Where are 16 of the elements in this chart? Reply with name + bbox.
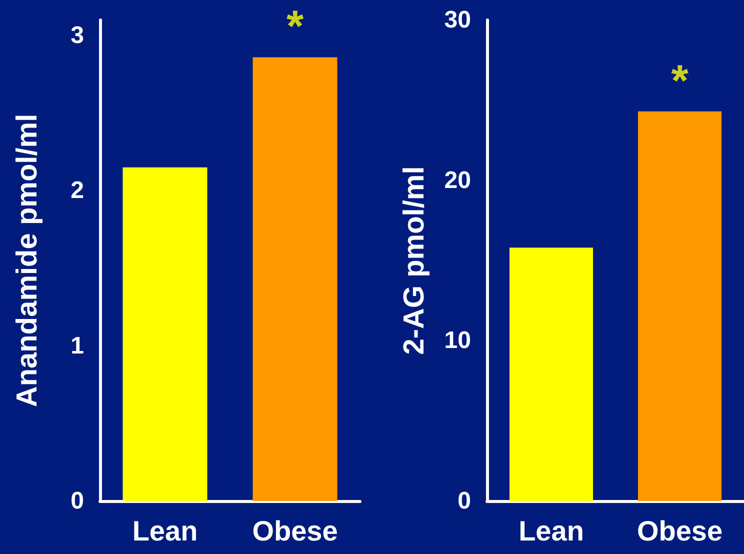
x-tick-label: Lean: [132, 516, 198, 546]
y-tick-label: 1: [70, 332, 84, 360]
y-axis-title: 2-AG pmol/ml: [398, 166, 430, 355]
y-tick-label: 20: [444, 166, 471, 194]
y-tick-label: 2: [70, 177, 84, 204]
y-tick-label: 3: [70, 22, 84, 50]
y-tick-label: 10: [444, 327, 471, 354]
annotation: *: [671, 56, 690, 106]
y-axis-title: Anandamide pmol/ml: [12, 114, 44, 408]
x-tick-label: Obese: [636, 516, 723, 546]
annotation: *: [286, 2, 304, 52]
x-tick-label: Lean: [518, 516, 584, 546]
x-tick-label: Obese: [252, 516, 338, 546]
y-tick-label: 0: [70, 488, 84, 514]
y-tick-label: 30: [444, 6, 471, 34]
y-tick-label: 0: [458, 488, 471, 514]
